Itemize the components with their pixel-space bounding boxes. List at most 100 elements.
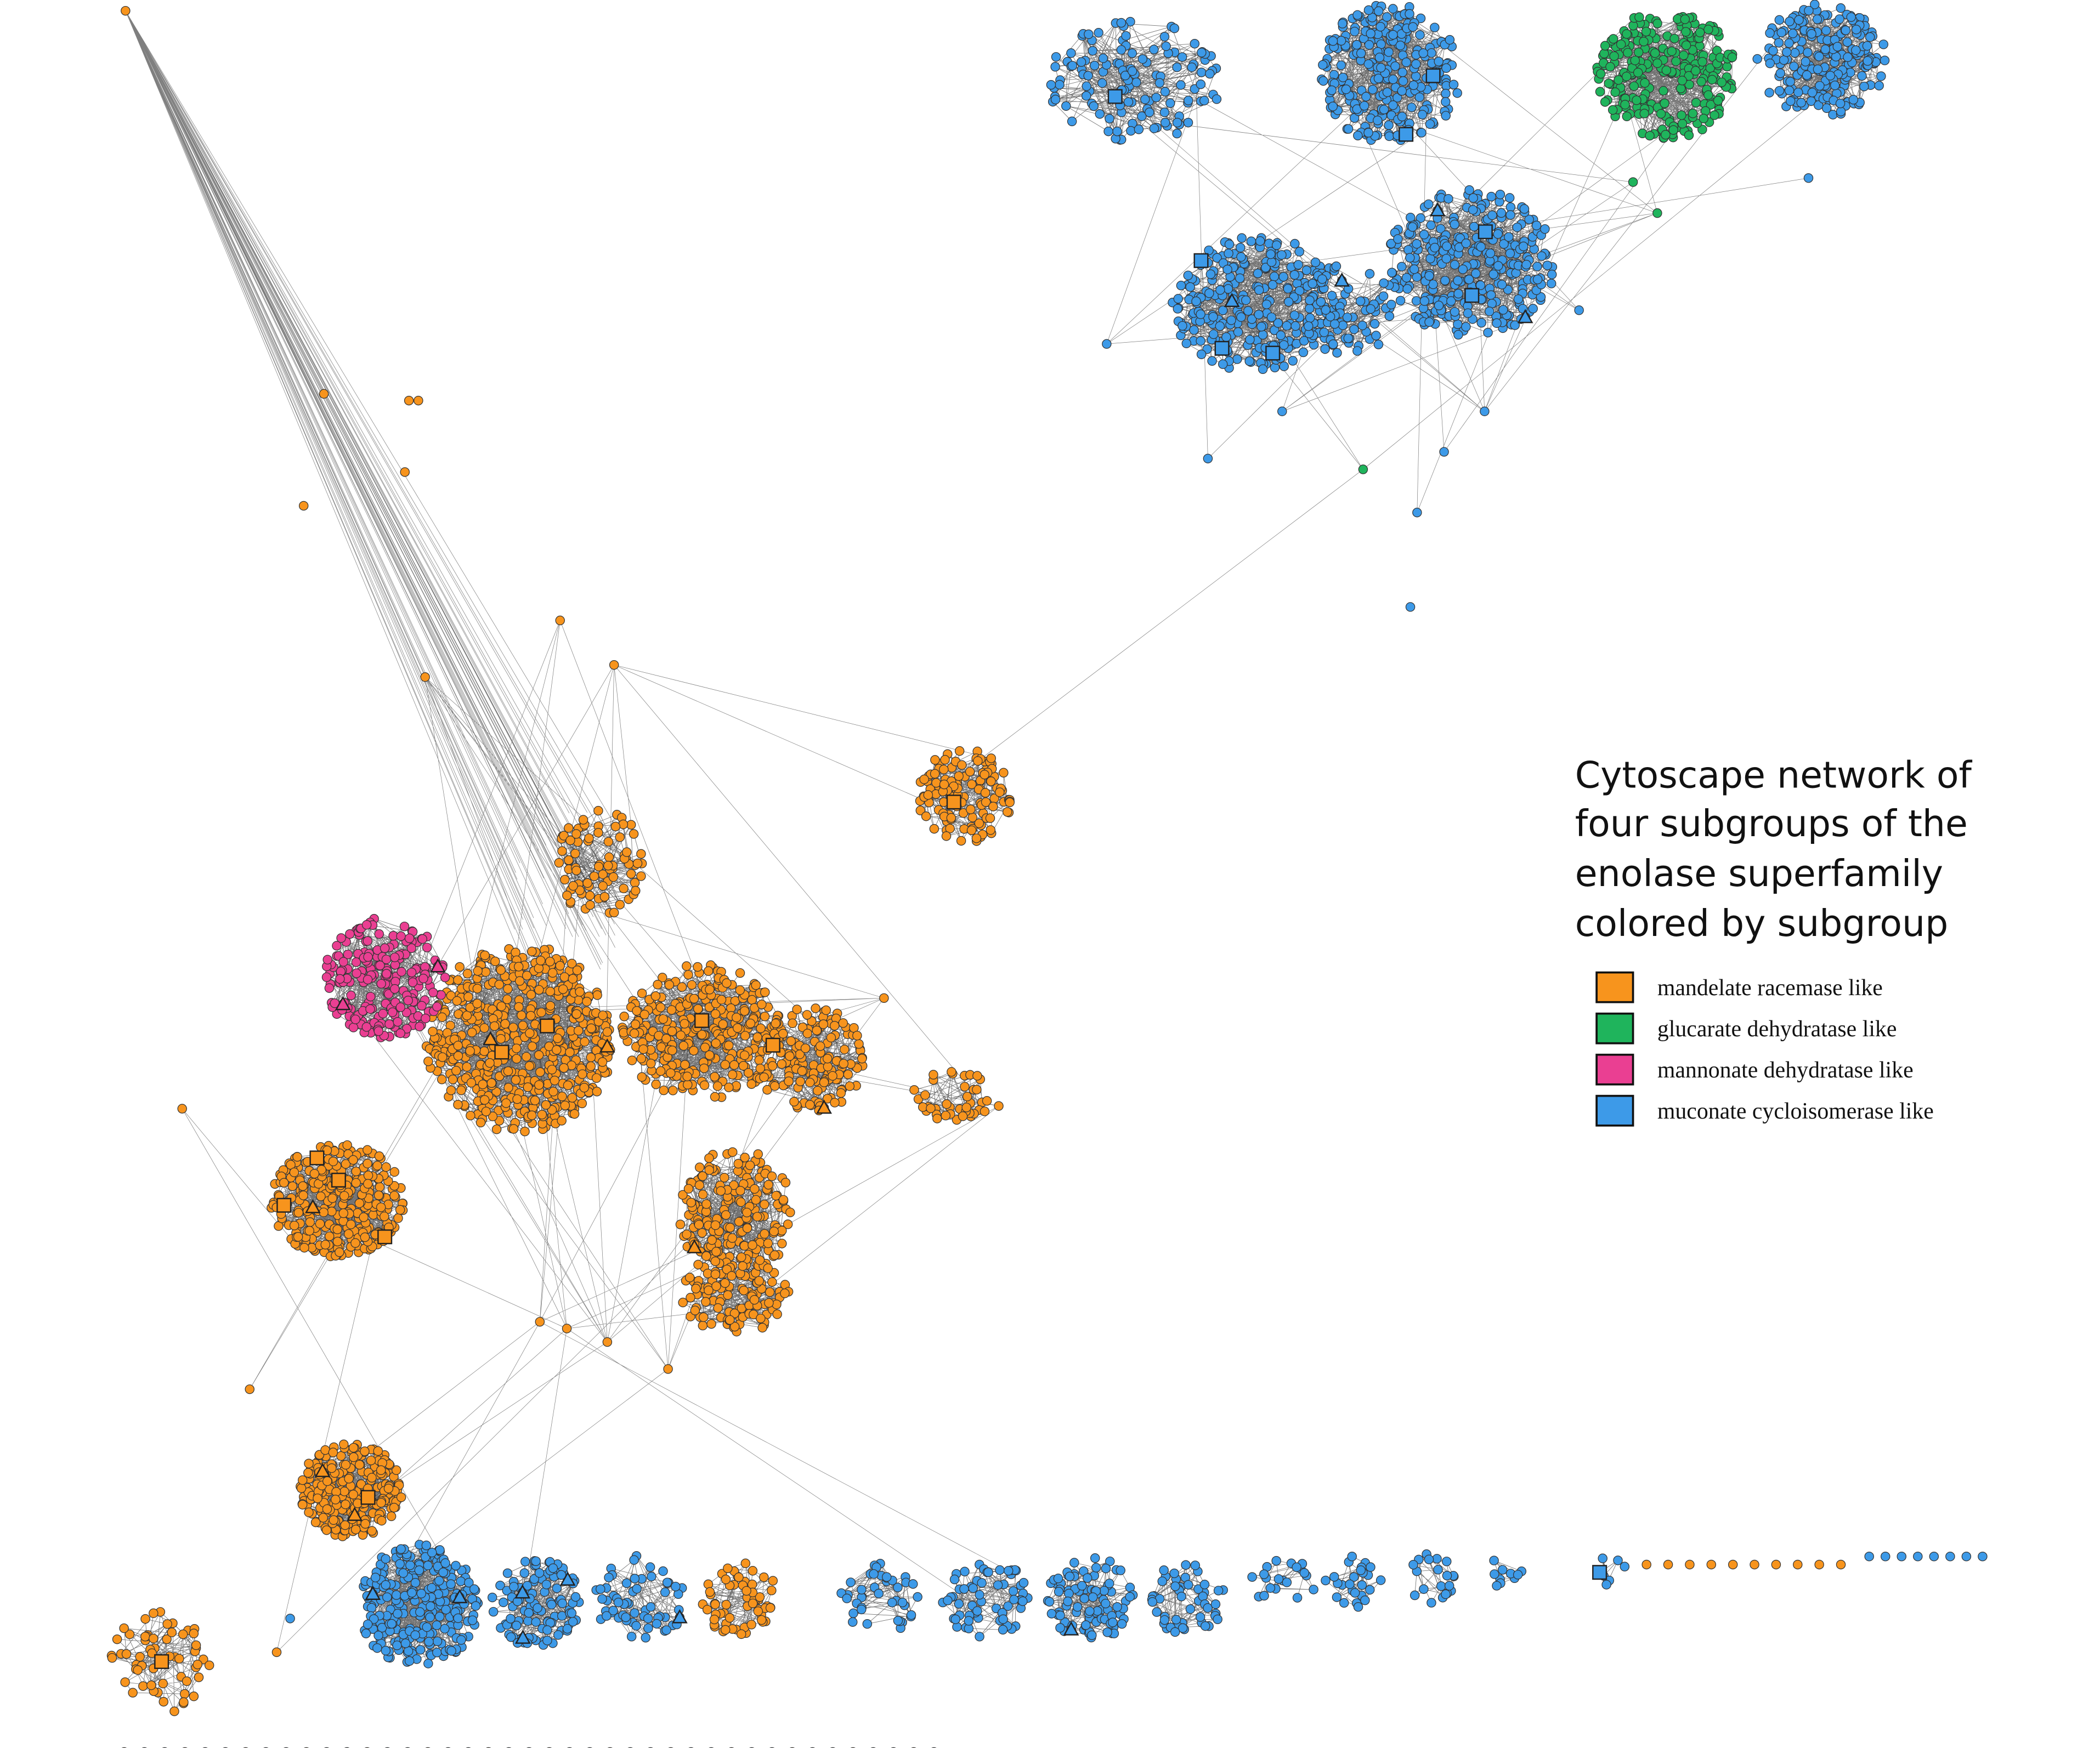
node bbox=[547, 1064, 557, 1075]
node bbox=[1397, 111, 1407, 122]
node bbox=[663, 1364, 673, 1374]
node bbox=[1266, 249, 1276, 259]
node bbox=[421, 1013, 431, 1024]
node bbox=[667, 1046, 677, 1055]
node bbox=[316, 1191, 326, 1201]
node bbox=[1356, 1565, 1366, 1575]
node bbox=[1453, 275, 1463, 286]
node bbox=[1453, 330, 1463, 340]
node bbox=[1376, 63, 1386, 73]
node bbox=[632, 1584, 642, 1594]
node bbox=[375, 1182, 385, 1192]
node bbox=[338, 1208, 349, 1218]
node bbox=[780, 1289, 790, 1298]
node bbox=[763, 1180, 773, 1190]
node bbox=[1607, 105, 1618, 115]
node bbox=[1363, 5, 1374, 15]
node bbox=[1183, 95, 1193, 105]
node bbox=[800, 1043, 811, 1053]
node bbox=[1605, 62, 1615, 72]
node bbox=[882, 1572, 892, 1582]
node bbox=[1368, 84, 1378, 95]
node bbox=[535, 1316, 545, 1327]
node bbox=[1215, 321, 1225, 331]
node bbox=[517, 1011, 527, 1020]
node bbox=[1145, 107, 1154, 117]
node bbox=[763, 1238, 773, 1248]
node bbox=[453, 975, 463, 985]
node bbox=[941, 831, 952, 841]
node bbox=[1384, 47, 1394, 57]
node bbox=[557, 1116, 567, 1126]
node bbox=[930, 755, 940, 765]
node bbox=[613, 1597, 624, 1608]
node bbox=[954, 1599, 964, 1609]
node bbox=[1044, 1597, 1055, 1607]
node bbox=[1279, 340, 1289, 350]
node bbox=[395, 1205, 405, 1215]
node bbox=[361, 920, 372, 930]
node bbox=[1640, 78, 1650, 88]
node bbox=[1542, 260, 1553, 270]
node bbox=[563, 823, 574, 833]
legend-swatch bbox=[1595, 1094, 1634, 1127]
node bbox=[407, 977, 418, 987]
node bbox=[1317, 274, 1327, 284]
node bbox=[1401, 273, 1412, 283]
node bbox=[1641, 26, 1651, 37]
node-square bbox=[1425, 68, 1441, 83]
node bbox=[1897, 1551, 1906, 1562]
node bbox=[680, 1060, 690, 1070]
node bbox=[592, 1087, 602, 1097]
node bbox=[602, 1611, 612, 1621]
node bbox=[548, 1563, 558, 1573]
node bbox=[564, 855, 574, 865]
node bbox=[1319, 327, 1329, 337]
node bbox=[351, 1166, 361, 1177]
node bbox=[1363, 128, 1373, 138]
node bbox=[721, 1599, 731, 1610]
node bbox=[473, 966, 483, 976]
node bbox=[1608, 34, 1618, 44]
node bbox=[1082, 81, 1091, 91]
node bbox=[135, 1651, 145, 1662]
node bbox=[777, 1239, 787, 1248]
node bbox=[1064, 1588, 1074, 1599]
node bbox=[1125, 1592, 1135, 1602]
node bbox=[1350, 26, 1360, 37]
node bbox=[519, 1568, 530, 1578]
node bbox=[1195, 1612, 1205, 1622]
node bbox=[909, 1085, 919, 1095]
node bbox=[813, 1086, 823, 1096]
node bbox=[327, 1206, 337, 1217]
node bbox=[562, 890, 572, 900]
node bbox=[1441, 97, 1451, 107]
node bbox=[1706, 100, 1716, 110]
node bbox=[174, 1654, 184, 1664]
node bbox=[1050, 94, 1061, 105]
node bbox=[1183, 117, 1193, 128]
node bbox=[322, 1504, 332, 1514]
node bbox=[822, 1054, 833, 1064]
node bbox=[988, 802, 998, 811]
node bbox=[629, 1555, 639, 1565]
node bbox=[1634, 12, 1644, 22]
node bbox=[534, 1080, 544, 1090]
node bbox=[339, 1486, 349, 1496]
node bbox=[631, 1621, 641, 1631]
node bbox=[1703, 25, 1713, 35]
node bbox=[897, 1597, 908, 1608]
node bbox=[568, 1617, 578, 1627]
node bbox=[328, 1448, 338, 1457]
node bbox=[1848, 95, 1859, 105]
node bbox=[676, 1030, 686, 1040]
node bbox=[514, 1002, 524, 1012]
node bbox=[1127, 48, 1137, 58]
node bbox=[422, 1622, 432, 1632]
node bbox=[682, 1229, 692, 1240]
node bbox=[1691, 66, 1701, 76]
node bbox=[1388, 74, 1398, 84]
node bbox=[336, 1451, 346, 1461]
node bbox=[1356, 48, 1366, 58]
node bbox=[1316, 297, 1326, 307]
